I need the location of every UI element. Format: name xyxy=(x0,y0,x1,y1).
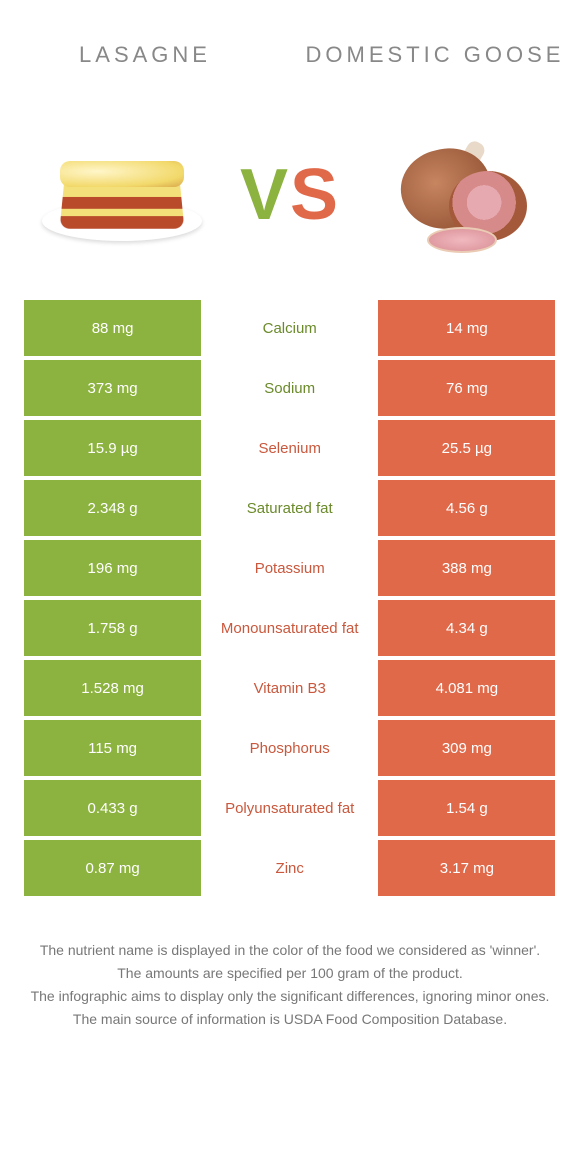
header-right: Domestic Goose xyxy=(290,42,580,68)
left-value: 373 mg xyxy=(24,360,201,416)
nutrient-name: Sodium xyxy=(201,360,378,416)
right-value: 25.5 µg xyxy=(378,420,555,476)
right-value: 309 mg xyxy=(378,720,555,776)
left-value: 15.9 µg xyxy=(24,420,201,476)
table-row: 0.433 gPolyunsaturated fat1.54 g xyxy=(24,780,556,836)
table-row: 0.87 mgZinc3.17 mg xyxy=(24,840,556,896)
table-row: 1.528 mgVitamin B34.081 mg xyxy=(24,660,556,716)
vs-label: VS xyxy=(240,154,340,236)
footer-line: The main source of information is USDA F… xyxy=(30,1009,550,1030)
right-value: 4.34 g xyxy=(378,600,555,656)
footer-line: The nutrient name is displayed in the co… xyxy=(30,940,550,961)
nutrient-name: Vitamin B3 xyxy=(201,660,378,716)
nutrient-name: Zinc xyxy=(201,840,378,896)
right-value: 76 mg xyxy=(378,360,555,416)
footer-line: The infographic aims to display only the… xyxy=(30,986,550,1007)
left-value: 2.348 g xyxy=(24,480,201,536)
right-value: 1.54 g xyxy=(378,780,555,836)
right-value: 4.081 mg xyxy=(378,660,555,716)
table-row: 1.758 gMonounsaturated fat4.34 g xyxy=(24,600,556,656)
left-value: 1.528 mg xyxy=(24,660,201,716)
table-row: 88 mgCalcium14 mg xyxy=(24,300,556,356)
images-row: VS xyxy=(0,110,580,280)
vs-s: S xyxy=(290,155,340,235)
nutrient-name: Saturated fat xyxy=(201,480,378,536)
left-value: 0.87 mg xyxy=(24,840,201,896)
nutrient-name: Selenium xyxy=(201,420,378,476)
right-value: 3.17 mg xyxy=(378,840,555,896)
table-row: 2.348 gSaturated fat4.56 g xyxy=(24,480,556,536)
left-value: 88 mg xyxy=(24,300,201,356)
right-value: 14 mg xyxy=(378,300,555,356)
table-row: 196 mgPotassium388 mg xyxy=(24,540,556,596)
left-value: 1.758 g xyxy=(24,600,201,656)
header: Lasagne Domestic Goose xyxy=(0,0,580,110)
nutrient-table: 88 mgCalcium14 mg373 mgSodium76 mg15.9 µ… xyxy=(0,280,580,910)
table-row: 373 mgSodium76 mg xyxy=(24,360,556,416)
nutrient-name: Potassium xyxy=(201,540,378,596)
nutrient-name: Polyunsaturated fat xyxy=(201,780,378,836)
vs-v: V xyxy=(240,155,290,235)
lasagne-image xyxy=(37,130,207,260)
footer-line: The amounts are specified per 100 gram o… xyxy=(30,963,550,984)
footer: The nutrient name is displayed in the co… xyxy=(0,910,580,1030)
goose-image xyxy=(373,130,543,260)
table-row: 15.9 µgSelenium25.5 µg xyxy=(24,420,556,476)
header-left: Lasagne xyxy=(0,42,290,68)
nutrient-name: Monounsaturated fat xyxy=(201,600,378,656)
right-value: 4.56 g xyxy=(378,480,555,536)
left-value: 0.433 g xyxy=(24,780,201,836)
nutrient-name: Calcium xyxy=(201,300,378,356)
left-value: 196 mg xyxy=(24,540,201,596)
right-value: 388 mg xyxy=(378,540,555,596)
left-value: 115 mg xyxy=(24,720,201,776)
table-row: 115 mgPhosphorus309 mg xyxy=(24,720,556,776)
nutrient-name: Phosphorus xyxy=(201,720,378,776)
